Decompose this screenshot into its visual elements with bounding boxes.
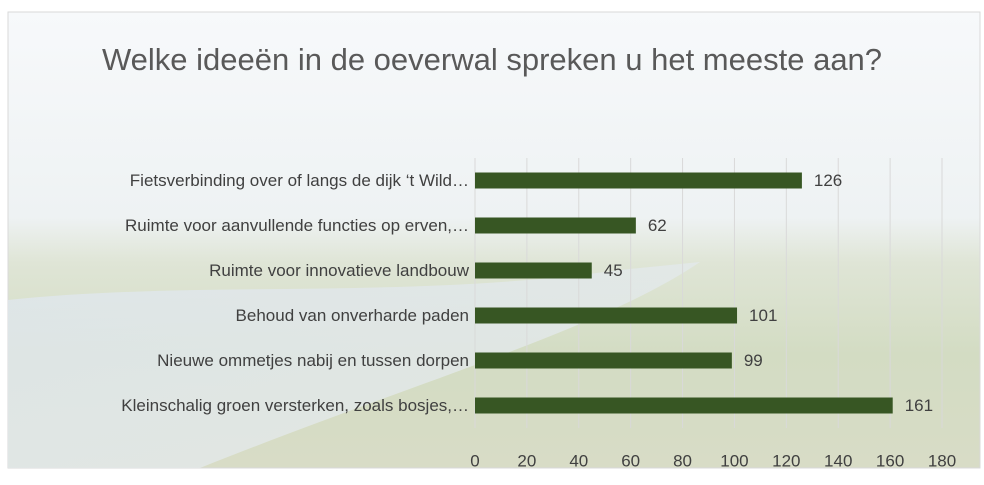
value-label: 101: [749, 306, 777, 325]
x-tick-label: 140: [824, 451, 852, 470]
bar: [475, 308, 737, 324]
value-label: 62: [648, 216, 667, 235]
x-tick-label: 20: [517, 451, 536, 470]
chart-title: Welke ideeën in de oeverwal spreken u he…: [92, 40, 892, 80]
x-tick-label: 60: [621, 451, 640, 470]
y-tick-label: Kleinschalig groen versterken, zoals bos…: [121, 396, 469, 415]
x-tick-label: 120: [772, 451, 800, 470]
x-tick-label: 0: [470, 451, 479, 470]
bar: [475, 263, 592, 279]
x-tick-label: 40: [569, 451, 588, 470]
bar: [475, 353, 732, 369]
value-label: 126: [814, 171, 842, 190]
y-tick-label: Fietsverbinding over of langs de dijk ‘t…: [130, 171, 469, 190]
y-tick-label: Behoud van onverharde paden: [236, 306, 469, 325]
x-tick-label: 160: [876, 451, 904, 470]
chart-container: 0 20 40 60 80 100 120 140 160 180 Fietsverbinding …: [0, 0, 984, 485]
bar: [475, 398, 893, 414]
value-label: 45: [604, 261, 623, 280]
y-tick-label: Ruimte voor aanvullende functies op erve…: [125, 216, 469, 235]
x-tick-label: 180: [928, 451, 956, 470]
x-tick-label: 80: [673, 451, 692, 470]
bar: [475, 218, 636, 234]
y-tick-label: Ruimte voor innovatieve landbouw: [209, 261, 470, 280]
value-label: 161: [905, 396, 933, 415]
x-tick-label: 100: [720, 451, 748, 470]
bar: [475, 173, 802, 189]
value-label: 99: [744, 351, 763, 370]
y-tick-label: Nieuwe ommetjes nabij en tussen dorpen: [157, 351, 469, 370]
